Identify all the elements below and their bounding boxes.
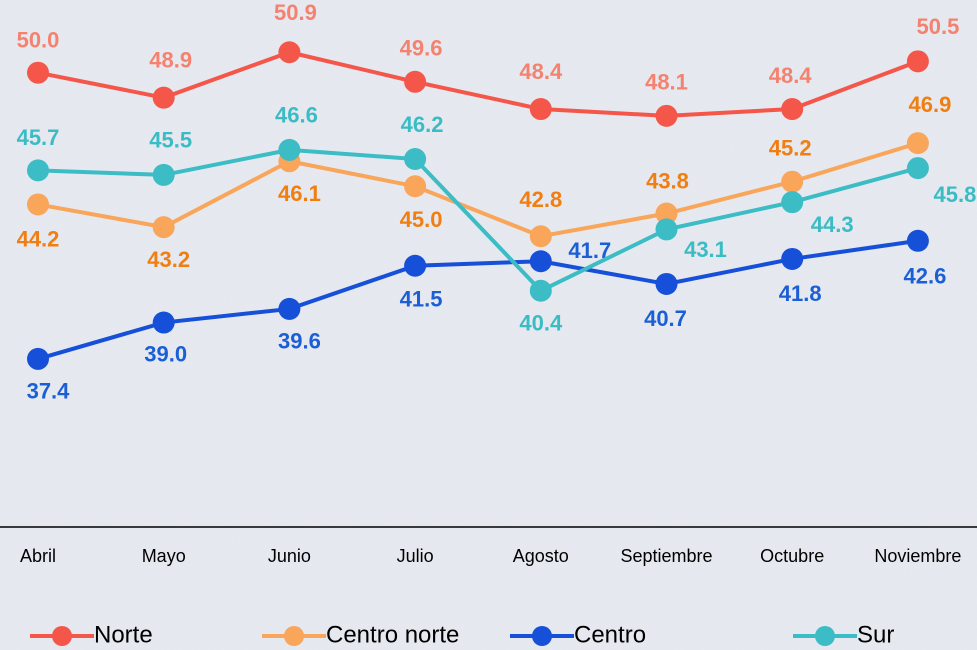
x-tick-label: Junio (268, 546, 311, 566)
data-label: 45.2 (769, 136, 812, 161)
data-label: 45.7 (17, 125, 60, 150)
x-tick-label: Agosto (513, 546, 569, 566)
data-label: 48.1 (645, 70, 688, 95)
data-point (404, 175, 427, 198)
data-label: 48.4 (769, 63, 813, 88)
data-point (27, 159, 49, 182)
series-line (37, 147, 919, 294)
data-label: 49.6 (400, 36, 443, 61)
data-point (27, 193, 49, 216)
legend-label: Centro norte (326, 621, 459, 648)
data-label: 37.4 (27, 379, 71, 404)
data-point (529, 279, 552, 302)
data-point (655, 218, 678, 241)
data-label: 45.8 (933, 182, 976, 207)
series-line (37, 238, 919, 361)
x-tick-label: Julio (397, 546, 434, 566)
data-label: 48.4 (519, 59, 563, 84)
x-tick-label: Octubre (760, 546, 824, 566)
data-label: 44.3 (811, 212, 854, 237)
data-point (404, 70, 427, 93)
data-point (278, 41, 301, 64)
data-label: 43.8 (646, 168, 689, 193)
data-label: 41.8 (779, 281, 822, 306)
data-label: 46.6 (275, 103, 318, 128)
data-point (906, 50, 929, 73)
data-point (781, 191, 804, 214)
data-label: 41.5 (400, 287, 443, 312)
legend-marker (284, 626, 304, 646)
series-line (37, 50, 919, 118)
data-point (529, 98, 552, 121)
data-point (529, 250, 552, 273)
data-label: 45.5 (149, 128, 192, 153)
data-point (655, 202, 678, 225)
data-point (152, 86, 175, 109)
data-point (906, 157, 929, 180)
data-label: 42.8 (519, 187, 562, 212)
legend-marker (815, 626, 835, 646)
data-point (906, 132, 929, 155)
data-label: 42.6 (903, 264, 946, 289)
legend-label: Norte (94, 621, 153, 648)
data-point (27, 347, 49, 370)
data-label: 39.6 (278, 329, 321, 354)
data-label: 50.9 (274, 0, 317, 25)
legend-marker (52, 626, 72, 646)
data-point (278, 138, 301, 161)
data-label: 44.2 (17, 226, 60, 251)
data-point (781, 247, 804, 270)
data-point (152, 311, 175, 334)
data-label: 39.0 (144, 341, 187, 366)
data-point (781, 98, 804, 121)
data-label: 40.4 (519, 311, 563, 336)
x-tick-label: Mayo (142, 546, 186, 566)
x-tick-label: Noviembre (874, 546, 961, 566)
data-point (655, 272, 678, 295)
data-point (529, 225, 552, 248)
data-label: 43.2 (147, 247, 190, 272)
data-point (27, 61, 49, 84)
data-label: 48.9 (149, 47, 192, 72)
data-point (404, 148, 427, 171)
series-line (37, 141, 919, 239)
data-point (906, 229, 929, 252)
data-label: 40.7 (644, 306, 687, 331)
data-label: 46.1 (278, 181, 321, 206)
data-label: 50.5 (916, 14, 959, 39)
data-point (152, 163, 175, 186)
data-point (278, 297, 301, 320)
data-point (404, 254, 427, 277)
data-label: 46.2 (401, 112, 444, 137)
data-label: 50.0 (17, 28, 60, 53)
x-tick-label: Abril (20, 546, 56, 566)
legend-label: Sur (857, 621, 894, 648)
data-point (655, 104, 678, 127)
data-label: 45.0 (400, 207, 443, 232)
data-label: 46.9 (908, 92, 951, 117)
data-point (781, 170, 804, 193)
x-tick-label: Septiembre (620, 546, 712, 566)
legend-label: Centro (574, 621, 646, 648)
legend-marker (532, 626, 552, 646)
data-point (152, 216, 175, 239)
data-label: 43.1 (684, 237, 727, 262)
